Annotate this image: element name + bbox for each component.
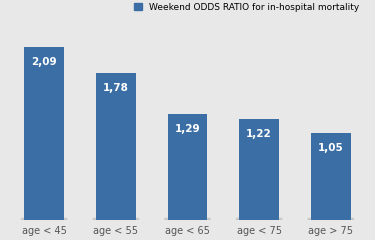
Bar	[24, 48, 64, 220]
Text: 1,05: 1,05	[318, 143, 344, 153]
Text: 2,09: 2,09	[32, 57, 57, 67]
FancyBboxPatch shape	[308, 218, 354, 225]
FancyBboxPatch shape	[164, 218, 211, 225]
Text: 1,78: 1,78	[103, 83, 129, 93]
Text: 1,22: 1,22	[246, 129, 272, 139]
Bar	[240, 119, 279, 220]
Legend: Weekend ODDS RATIO for in-hospital mortality: Weekend ODDS RATIO for in-hospital morta…	[134, 3, 359, 12]
FancyBboxPatch shape	[21, 218, 68, 225]
Bar	[311, 133, 351, 220]
Bar	[168, 114, 207, 220]
FancyBboxPatch shape	[93, 218, 139, 225]
FancyBboxPatch shape	[236, 218, 282, 225]
Bar	[96, 73, 135, 220]
Text: 1,29: 1,29	[175, 124, 200, 133]
